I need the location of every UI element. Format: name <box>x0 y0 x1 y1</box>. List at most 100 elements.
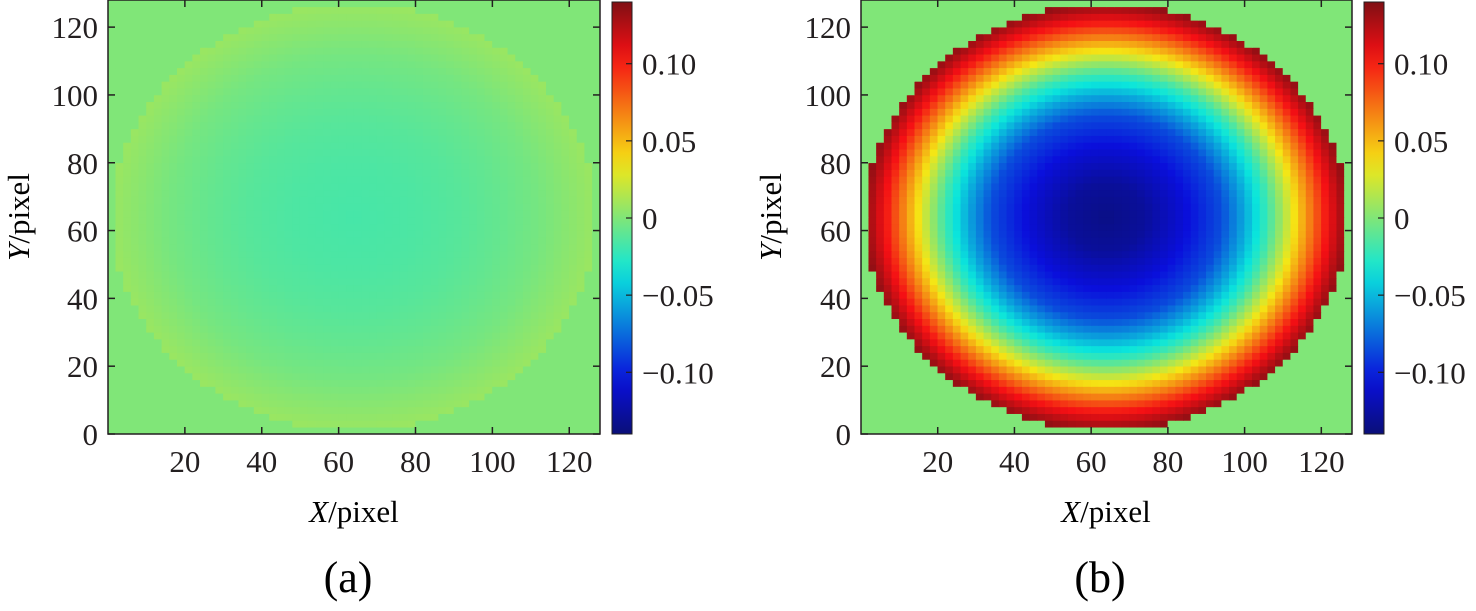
heatmap-cell <box>868 420 877 428</box>
heatmap-cell <box>346 332 355 340</box>
heatmap-cell <box>169 338 178 347</box>
heatmap-cell <box>153 223 163 231</box>
heatmap-cell <box>353 379 362 387</box>
heatmap-cell <box>484 135 493 143</box>
heatmap-cell <box>499 6 509 14</box>
heatmap-cell <box>253 155 263 164</box>
heatmap-cell <box>299 379 309 387</box>
heatmap-cell <box>261 142 270 150</box>
heatmap-cell <box>430 67 439 75</box>
heatmap-cell <box>384 108 393 116</box>
heatmap-cell <box>422 135 432 143</box>
heatmap-cell <box>507 169 516 177</box>
heatmap-cell <box>299 243 309 252</box>
heatmap-cell <box>569 189 578 197</box>
heatmap-cell <box>361 6 370 14</box>
heatmap-cell <box>960 352 969 360</box>
heatmap-cell <box>115 203 124 211</box>
heatmap-cell <box>415 6 424 14</box>
heatmap-cell <box>215 298 224 306</box>
heatmap-cell <box>253 413 263 421</box>
heatmap-cell <box>515 223 524 231</box>
heatmap-cell <box>515 216 524 225</box>
heatmap-cell <box>484 20 493 28</box>
heatmap-cell <box>130 413 140 421</box>
heatmap-cell <box>538 40 547 48</box>
heatmap-cell <box>1290 345 1299 353</box>
heatmap-cell <box>1244 345 1253 353</box>
heatmap-cell <box>246 210 255 218</box>
heatmap-cell <box>200 230 209 238</box>
heatmap-cell <box>929 345 939 353</box>
heatmap-cell <box>1006 372 1015 381</box>
heatmap-cell <box>161 60 170 69</box>
heatmap-cell <box>215 6 224 14</box>
heatmap-cell <box>1183 379 1192 387</box>
heatmap-cell <box>184 291 193 299</box>
heatmap-cell <box>499 115 509 123</box>
heatmap-cell <box>261 304 270 313</box>
heatmap-cell <box>246 298 255 306</box>
heatmap-cell <box>538 345 547 353</box>
heatmap-cell <box>146 413 155 421</box>
heatmap-cell <box>323 142 332 150</box>
heatmap-cell <box>507 74 516 82</box>
heatmap-cell <box>215 74 224 82</box>
heatmap-cell <box>545 277 555 286</box>
heatmap-cell <box>307 386 316 394</box>
heatmap-cell <box>107 393 116 401</box>
heatmap-cell <box>1160 365 1169 374</box>
heatmap-cell <box>169 352 178 360</box>
heatmap-cell <box>1106 372 1115 381</box>
heatmap-cell <box>438 352 447 360</box>
heatmap-cell <box>522 291 532 299</box>
heatmap-cell <box>299 223 309 231</box>
heatmap-cell <box>123 264 132 272</box>
heatmap-cell <box>569 223 578 231</box>
heatmap-cell <box>115 115 124 123</box>
heatmap-cell <box>284 176 293 184</box>
heatmap-cell <box>215 338 224 347</box>
heatmap-cell <box>269 399 278 408</box>
heatmap-cell <box>430 406 439 414</box>
heatmap-cell <box>353 162 362 170</box>
heatmap-cell <box>592 420 601 428</box>
heatmap-cell <box>261 365 270 374</box>
heatmap-cell <box>246 33 255 41</box>
heatmap-cell <box>461 243 470 252</box>
heatmap-cell <box>292 142 301 150</box>
heatmap-cell <box>1328 393 1337 401</box>
heatmap-cell <box>492 60 501 69</box>
heatmap-cell <box>922 393 931 401</box>
heatmap-cell <box>346 216 355 225</box>
heatmap-cell <box>422 318 432 326</box>
heatmap-cell <box>353 196 362 204</box>
heatmap-cell <box>553 413 562 421</box>
heatmap-cell <box>446 128 455 136</box>
heatmap-cell <box>123 399 132 408</box>
heatmap-cell <box>569 81 578 89</box>
heatmap-cell <box>499 284 509 292</box>
heatmap-cell <box>346 169 355 177</box>
heatmap-cell <box>991 359 1000 367</box>
heatmap-cell <box>369 298 378 306</box>
heatmap-cell <box>415 230 424 238</box>
heatmap-cell <box>461 318 470 326</box>
heatmap-cell <box>376 298 386 306</box>
heatmap-cell <box>146 94 155 103</box>
heatmap-cell <box>1267 352 1276 360</box>
heatmap-cell <box>323 33 332 41</box>
heatmap-cell <box>469 372 478 381</box>
heatmap-cell <box>461 325 470 333</box>
heatmap-cell <box>576 182 585 191</box>
heatmap-cell <box>115 0 124 8</box>
heatmap-cell <box>330 338 339 347</box>
heatmap-cell <box>868 379 877 387</box>
heatmap-cell <box>192 372 201 381</box>
heatmap-cell <box>238 203 247 211</box>
heatmap-cell <box>584 20 593 28</box>
heatmap-cell <box>369 304 378 313</box>
heatmap-cell <box>960 365 969 374</box>
heatmap-cell <box>584 338 593 347</box>
heatmap-cell <box>937 406 946 414</box>
